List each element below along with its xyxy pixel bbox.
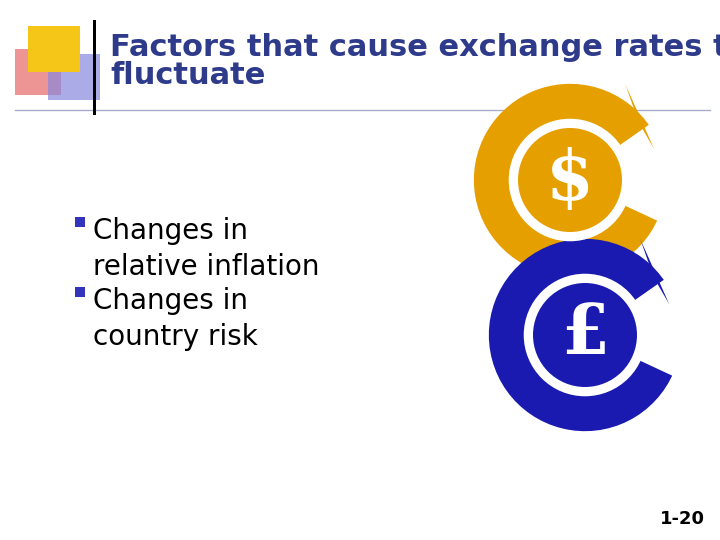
Bar xyxy=(75,287,85,297)
Text: Factors that cause exchange rates to: Factors that cause exchange rates to xyxy=(110,33,720,62)
Circle shape xyxy=(518,128,622,232)
Bar xyxy=(93,20,96,115)
Text: fluctuate: fluctuate xyxy=(110,61,266,90)
Bar xyxy=(75,217,85,227)
Polygon shape xyxy=(640,239,670,305)
Bar xyxy=(28,26,80,72)
Text: $: $ xyxy=(546,146,594,213)
Circle shape xyxy=(533,283,637,387)
Bar xyxy=(48,54,100,100)
Text: Changes in
relative inflation: Changes in relative inflation xyxy=(93,217,320,281)
Text: 1-20: 1-20 xyxy=(660,510,705,528)
Circle shape xyxy=(527,277,643,393)
Circle shape xyxy=(512,122,628,238)
Polygon shape xyxy=(625,84,654,150)
Text: £: £ xyxy=(561,301,609,368)
Text: Changes in
country risk: Changes in country risk xyxy=(93,287,258,350)
Bar xyxy=(15,49,61,95)
Polygon shape xyxy=(474,84,657,276)
Polygon shape xyxy=(489,239,672,431)
